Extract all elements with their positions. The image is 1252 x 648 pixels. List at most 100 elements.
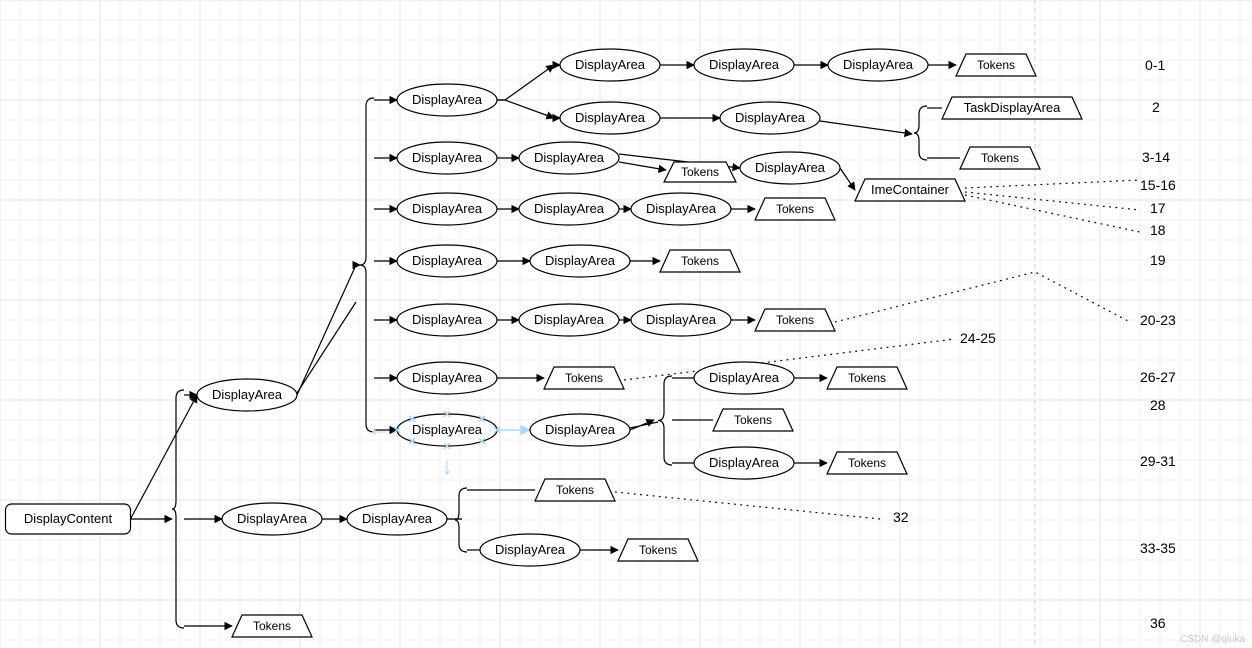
svg-text:DisplayArea: DisplayArea <box>534 150 605 165</box>
svg-text:DisplayArea: DisplayArea <box>412 312 483 327</box>
node-R8tok: Tokens <box>713 409 793 431</box>
node-R6b: DisplayArea <box>519 304 619 336</box>
svg-text:DisplayArea: DisplayArea <box>212 387 283 402</box>
node-B2a: DisplayArea <box>480 534 580 566</box>
range-label: 24-25 <box>960 330 996 346</box>
range-label: 18 <box>1150 222 1166 238</box>
svg-text:Tokens: Tokens <box>848 371 886 385</box>
node-R7a: DisplayArea <box>397 362 497 394</box>
svg-text:Tokens: Tokens <box>776 202 814 216</box>
node-R6t: Tokens <box>755 309 835 331</box>
diagram-canvas: DisplayContent DisplayArea DisplayArea Toke… <box>0 0 1252 648</box>
node-R1d: DisplayArea <box>828 49 928 81</box>
node-R3a: DisplayArea <box>397 142 497 174</box>
range-label: 32 <box>893 509 909 525</box>
node-R3c: DisplayArea <box>740 152 840 184</box>
range-label: 26-27 <box>1140 369 1176 385</box>
selection-move-arrow: ← <box>367 415 391 442</box>
node-da-M2: DisplayArea <box>347 503 447 535</box>
node-B2t: Tokens <box>618 539 698 561</box>
node-R3t: Tokens <box>664 162 736 182</box>
range-label: 17 <box>1150 200 1166 216</box>
node-R8b: DisplayArea <box>530 414 630 446</box>
range-label: 3-14 <box>1142 149 1170 165</box>
svg-text:DisplayArea: DisplayArea <box>545 422 616 437</box>
node-R5a: DisplayArea <box>397 245 497 277</box>
range-label: 2 <box>1152 99 1160 115</box>
node-R4c: DisplayArea <box>631 193 731 225</box>
svg-text:DisplayArea: DisplayArea <box>237 511 308 526</box>
svg-text:Tokens: Tokens <box>681 254 719 268</box>
node-da-L1: DisplayArea <box>197 379 297 411</box>
svg-text:DisplayArea: DisplayArea <box>412 422 483 437</box>
svg-text:Tokens: Tokens <box>981 151 1019 165</box>
node-R1c: DisplayArea <box>694 49 794 81</box>
node-R8ct: Tokens <box>827 452 907 474</box>
svg-text:Tokens: Tokens <box>734 413 772 427</box>
watermark: CSDN @qluka <box>1180 634 1246 645</box>
node-R3ime: ImeContainer <box>855 179 965 201</box>
svg-text:DisplayArea: DisplayArea <box>495 542 566 557</box>
node-R7Xt: Tokens <box>827 367 907 389</box>
range-label: 36 <box>1150 615 1166 631</box>
svg-text:DisplayArea: DisplayArea <box>755 160 826 175</box>
range-label: 19 <box>1150 252 1166 268</box>
svg-text:DisplayArea: DisplayArea <box>709 57 780 72</box>
svg-text:DisplayArea: DisplayArea <box>735 110 806 125</box>
svg-text:Tokens: Tokens <box>565 371 603 385</box>
range-label: 28 <box>1150 397 1166 413</box>
node-R5b: DisplayArea <box>530 245 630 277</box>
svg-text:DisplayArea: DisplayArea <box>575 57 646 72</box>
svg-text:ImeContainer: ImeContainer <box>871 182 950 197</box>
svg-text:Tokens: Tokens <box>556 483 594 497</box>
svg-text:Tokens: Tokens <box>253 619 291 633</box>
range-label: 20-23 <box>1140 312 1176 328</box>
range-label: 15-16 <box>1140 177 1176 193</box>
node-R4a: DisplayArea <box>397 193 497 225</box>
range-label: 29-31 <box>1140 453 1176 469</box>
node-R7Xa: DisplayArea <box>694 362 794 394</box>
svg-text:DisplayArea: DisplayArea <box>545 253 616 268</box>
node-R2b: DisplayArea <box>720 102 820 134</box>
svg-text:DisplayArea: DisplayArea <box>646 201 717 216</box>
svg-text:DisplayArea: DisplayArea <box>412 370 483 385</box>
svg-text:DisplayArea: DisplayArea <box>646 312 717 327</box>
svg-text:DisplayArea: DisplayArea <box>843 57 914 72</box>
nodes-layer: DisplayContent DisplayArea DisplayArea Toke… <box>6 49 1083 637</box>
node-tok-L3: Tokens <box>232 615 312 637</box>
svg-text:DisplayArea: DisplayArea <box>412 150 483 165</box>
node-R1a: DisplayArea <box>397 84 497 116</box>
svg-text:Tokens: Tokens <box>977 58 1015 72</box>
node-root: DisplayContent <box>6 504 131 534</box>
svg-text:DisplayArea: DisplayArea <box>575 110 646 125</box>
svg-text:DisplayArea: DisplayArea <box>412 253 483 268</box>
node-R2a: DisplayArea <box>560 102 660 134</box>
node-R2tda: TaskDisplayArea <box>942 97 1082 119</box>
svg-text:Tokens: Tokens <box>848 456 886 470</box>
range-label: 0-1 <box>1145 57 1165 73</box>
svg-text:DisplayContent: DisplayContent <box>24 511 113 526</box>
node-B1t: Tokens <box>535 479 615 501</box>
node-da-L2: DisplayArea <box>222 503 322 535</box>
node-R1b: DisplayArea <box>560 49 660 81</box>
node-R5t: Tokens <box>660 250 740 272</box>
selection-move-arrow: ↓ <box>441 453 453 480</box>
node-R2tok: Tokens <box>960 147 1040 169</box>
svg-text:DisplayArea: DisplayArea <box>534 312 605 327</box>
svg-text:TaskDisplayArea: TaskDisplayArea <box>964 100 1062 115</box>
node-R8c: DisplayArea <box>694 447 794 479</box>
node-R4t: Tokens <box>755 198 835 220</box>
svg-text:Tokens: Tokens <box>639 543 677 557</box>
svg-text:Tokens: Tokens <box>681 165 719 179</box>
svg-text:DisplayArea: DisplayArea <box>412 201 483 216</box>
svg-text:DisplayArea: DisplayArea <box>709 370 780 385</box>
node-R1t: Tokens <box>956 54 1036 76</box>
svg-text:DisplayArea: DisplayArea <box>534 201 605 216</box>
node-R6a: DisplayArea <box>397 304 497 336</box>
svg-text:Tokens: Tokens <box>776 313 814 327</box>
svg-text:DisplayArea: DisplayArea <box>412 92 483 107</box>
svg-text:DisplayArea: DisplayArea <box>362 511 433 526</box>
range-label: 33-35 <box>1140 540 1176 556</box>
node-R4b: DisplayArea <box>519 193 619 225</box>
node-R3b: DisplayArea <box>519 142 619 174</box>
